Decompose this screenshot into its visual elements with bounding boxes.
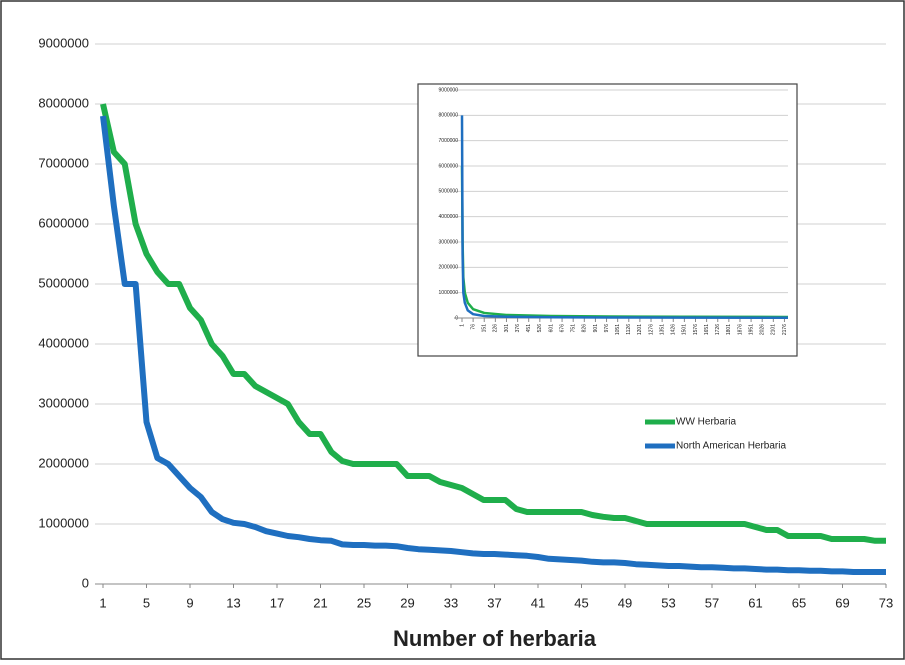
x-tick-label: 1201: [637, 324, 643, 335]
x-tick-label: 1726: [715, 324, 721, 335]
x-tick-label: 13: [226, 595, 240, 610]
x-tick-label: 526: [537, 324, 543, 333]
x-tick-label: 2176: [782, 324, 788, 335]
x-tick-label: 301: [504, 324, 510, 333]
x-tick-label: 1576: [693, 324, 699, 335]
y-tick-label: 4000000: [439, 214, 459, 220]
y-tick-label: 1000000: [38, 515, 89, 530]
x-tick-label: 676: [559, 324, 565, 333]
x-tick-label: 1876: [737, 324, 743, 335]
legend-label: WW Herbaria: [676, 417, 736, 428]
x-tick-label: 901: [593, 324, 599, 333]
y-tick-label: 2000000: [439, 265, 459, 271]
x-tick-label: 76: [470, 324, 476, 330]
x-tick-label: 1351: [659, 324, 665, 335]
y-tick-label: 7000000: [38, 155, 89, 170]
y-tick-label: 8000000: [439, 113, 459, 119]
x-tick-label: 1126: [626, 324, 632, 335]
x-tick-label: 1276: [648, 324, 654, 335]
x-tick-label: 65: [792, 595, 806, 610]
x-tick-label: 601: [548, 324, 554, 333]
x-tick-label: 751: [571, 324, 577, 333]
x-tick-label: 451: [526, 324, 532, 333]
x-tick-label: 53: [661, 595, 675, 610]
x-tick-label: 29: [400, 595, 414, 610]
x-tick-label: 9: [186, 595, 193, 610]
x-tick-label: 49: [618, 595, 632, 610]
x-tick-label: 1: [459, 324, 465, 327]
legend-label: North American Herbaria: [676, 441, 786, 452]
x-tick-label: 826: [582, 324, 588, 333]
x-tick-label: 2026: [760, 324, 766, 335]
y-tick-label: 7000000: [439, 138, 459, 144]
y-tick-label: 0: [82, 575, 89, 590]
x-tick-label: 45: [574, 595, 588, 610]
x-tick-label: 151: [482, 324, 488, 333]
y-tick-label: 3000000: [38, 395, 89, 410]
y-tick-label: 9000000: [38, 35, 89, 50]
x-tick-label: 976: [604, 324, 610, 333]
series-line: [460, 115, 789, 319]
x-tick-label: 57: [705, 595, 719, 610]
x-tick-label: 1426: [671, 324, 677, 335]
y-tick-label: 3000000: [439, 239, 459, 245]
x-tick-label: 17: [270, 595, 284, 610]
series-line: [100, 115, 886, 575]
y-tick-label: 8000000: [38, 95, 89, 110]
x-axis-title: Number of herbaria: [393, 626, 597, 651]
x-tick-label: 33: [444, 595, 458, 610]
x-tick-label: 1: [99, 595, 106, 610]
y-tick-label: 6000000: [38, 215, 89, 230]
y-tick-label: 2000000: [38, 455, 89, 470]
series-line: [100, 103, 886, 544]
y-tick-label: 9000000: [439, 87, 459, 93]
x-tick-label: 25: [357, 595, 371, 610]
x-tick-label: 1501: [682, 324, 688, 335]
y-tick-label: 4000000: [38, 335, 89, 350]
x-tick-label: 37: [487, 595, 501, 610]
x-tick-label: 61: [748, 595, 762, 610]
y-tick-label: 5000000: [439, 189, 459, 195]
y-tick-label: 6000000: [439, 163, 459, 169]
x-tick-label: 376: [515, 324, 521, 333]
x-tick-label: 1651: [704, 324, 710, 335]
x-tick-label: 1801: [726, 324, 732, 335]
x-tick-label: 2101: [771, 324, 777, 335]
x-tick-label: 5: [143, 595, 150, 610]
y-tick-label: 5000000: [38, 275, 89, 290]
x-tick-label: 226: [493, 324, 499, 333]
y-tick-label: 1000000: [439, 290, 459, 296]
x-tick-label: 69: [835, 595, 849, 610]
x-tick-label: 41: [531, 595, 545, 610]
x-tick-label: 1951: [748, 324, 754, 335]
x-tick-label: 1051: [615, 324, 621, 335]
x-tick-label: 21: [313, 595, 327, 610]
x-tick-label: 73: [879, 595, 893, 610]
